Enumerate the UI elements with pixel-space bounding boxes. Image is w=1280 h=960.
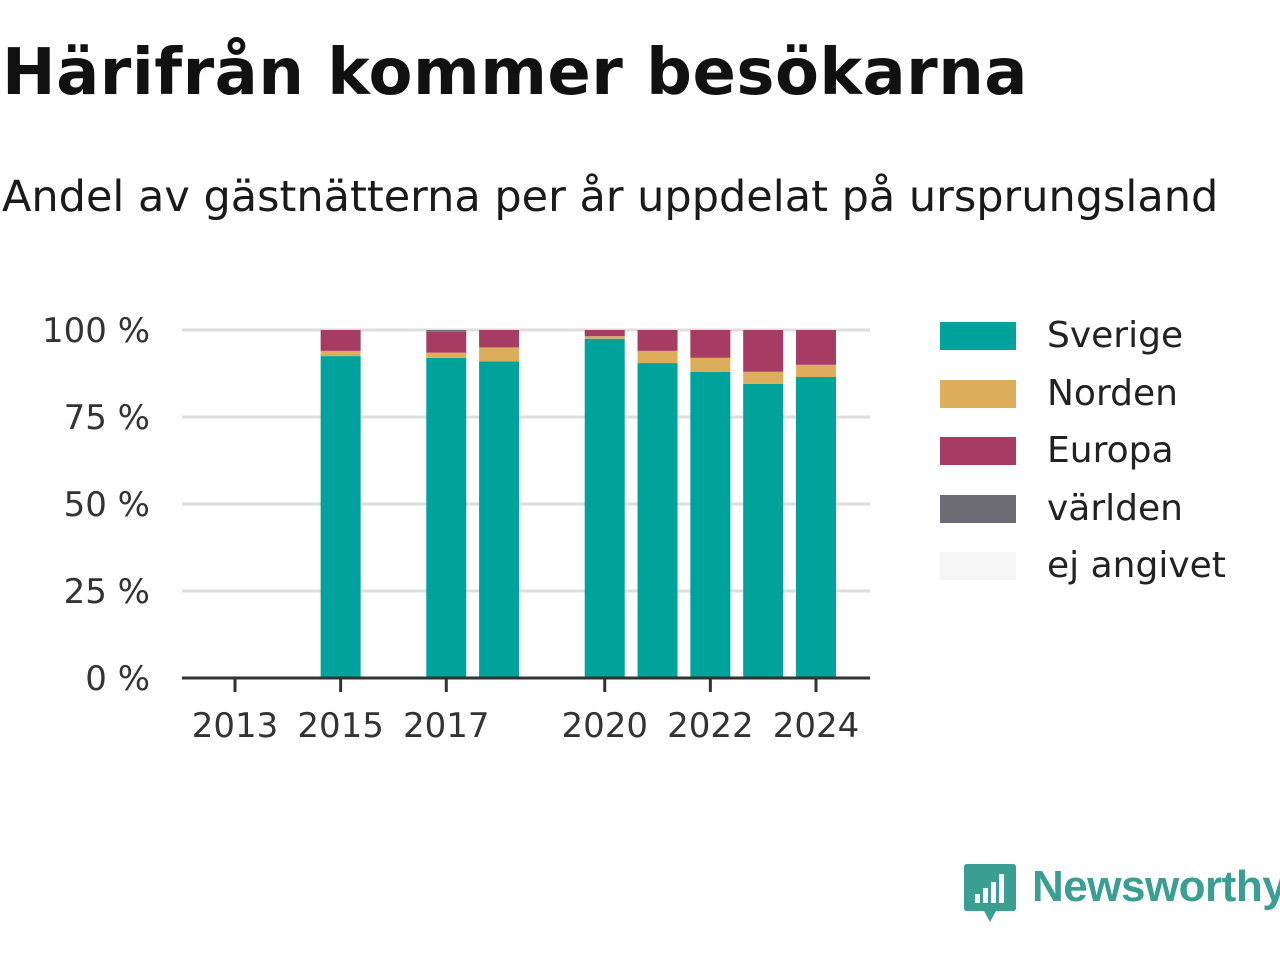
- legend-label: ej angivet: [1047, 545, 1226, 586]
- legend-label: Sverige: [1047, 315, 1184, 356]
- x-tick-label: 2013: [192, 706, 279, 746]
- bar-segment: [637, 363, 678, 678]
- bar-segment: [320, 350, 361, 357]
- legend-swatch: [940, 437, 1016, 465]
- legend-label: Europa: [1047, 430, 1174, 471]
- legend-swatch: [940, 494, 1016, 523]
- y-tick-label: 25 %: [64, 572, 150, 612]
- bar-segment: [690, 371, 731, 678]
- legend-swatch: [940, 552, 1016, 580]
- bar-segment: [796, 376, 836, 678]
- bar-segment: [796, 330, 836, 365]
- legend-swatch: [940, 379, 1016, 408]
- bar-segment: [479, 330, 520, 348]
- bar-segment: [690, 357, 731, 372]
- y-tick-label: 0 %: [85, 659, 150, 699]
- bar-segment: [584, 336, 625, 339]
- y-tick-label: 75 %: [64, 398, 150, 438]
- bar-segment: [690, 330, 731, 358]
- bar-segment: [426, 357, 467, 678]
- bar-segment: [320, 330, 361, 351]
- bar-segment: [426, 352, 467, 358]
- newsworthy-logo-icon: [964, 864, 1016, 922]
- bar-segment: [743, 371, 784, 384]
- x-tick-label: 2015: [297, 706, 384, 746]
- bar-segment: [584, 330, 625, 337]
- x-tick-label: 2017: [403, 706, 490, 746]
- bar-segment: [796, 364, 836, 377]
- y-tick-label: 100 %: [42, 311, 150, 351]
- bar-segment: [320, 356, 361, 678]
- bar-segment: [637, 330, 678, 351]
- chart-subtitle: Andel av gästnätterna per år uppdelat på…: [2, 172, 1219, 222]
- chart-title: Härifrån kommer besökarna: [2, 36, 1028, 110]
- y-tick-label: 50 %: [64, 485, 150, 525]
- legend-swatch: [940, 322, 1016, 350]
- bar-segment: [479, 347, 520, 362]
- brand-name: Newsworthy: [1032, 862, 1280, 911]
- bar-segment: [584, 338, 625, 678]
- bar-segment: [426, 330, 467, 332]
- legend-label: världen: [1047, 487, 1183, 529]
- bar-segment: [743, 383, 784, 678]
- bar-segment: [637, 350, 678, 364]
- x-tick-label: 2020: [561, 706, 648, 746]
- legend-label: Norden: [1047, 372, 1178, 414]
- x-tick-label: 2024: [773, 706, 860, 746]
- bar-segment: [479, 361, 520, 678]
- bar-segment: [426, 331, 467, 353]
- bar-segment: [743, 330, 784, 372]
- x-tick-label: 2022: [667, 706, 754, 746]
